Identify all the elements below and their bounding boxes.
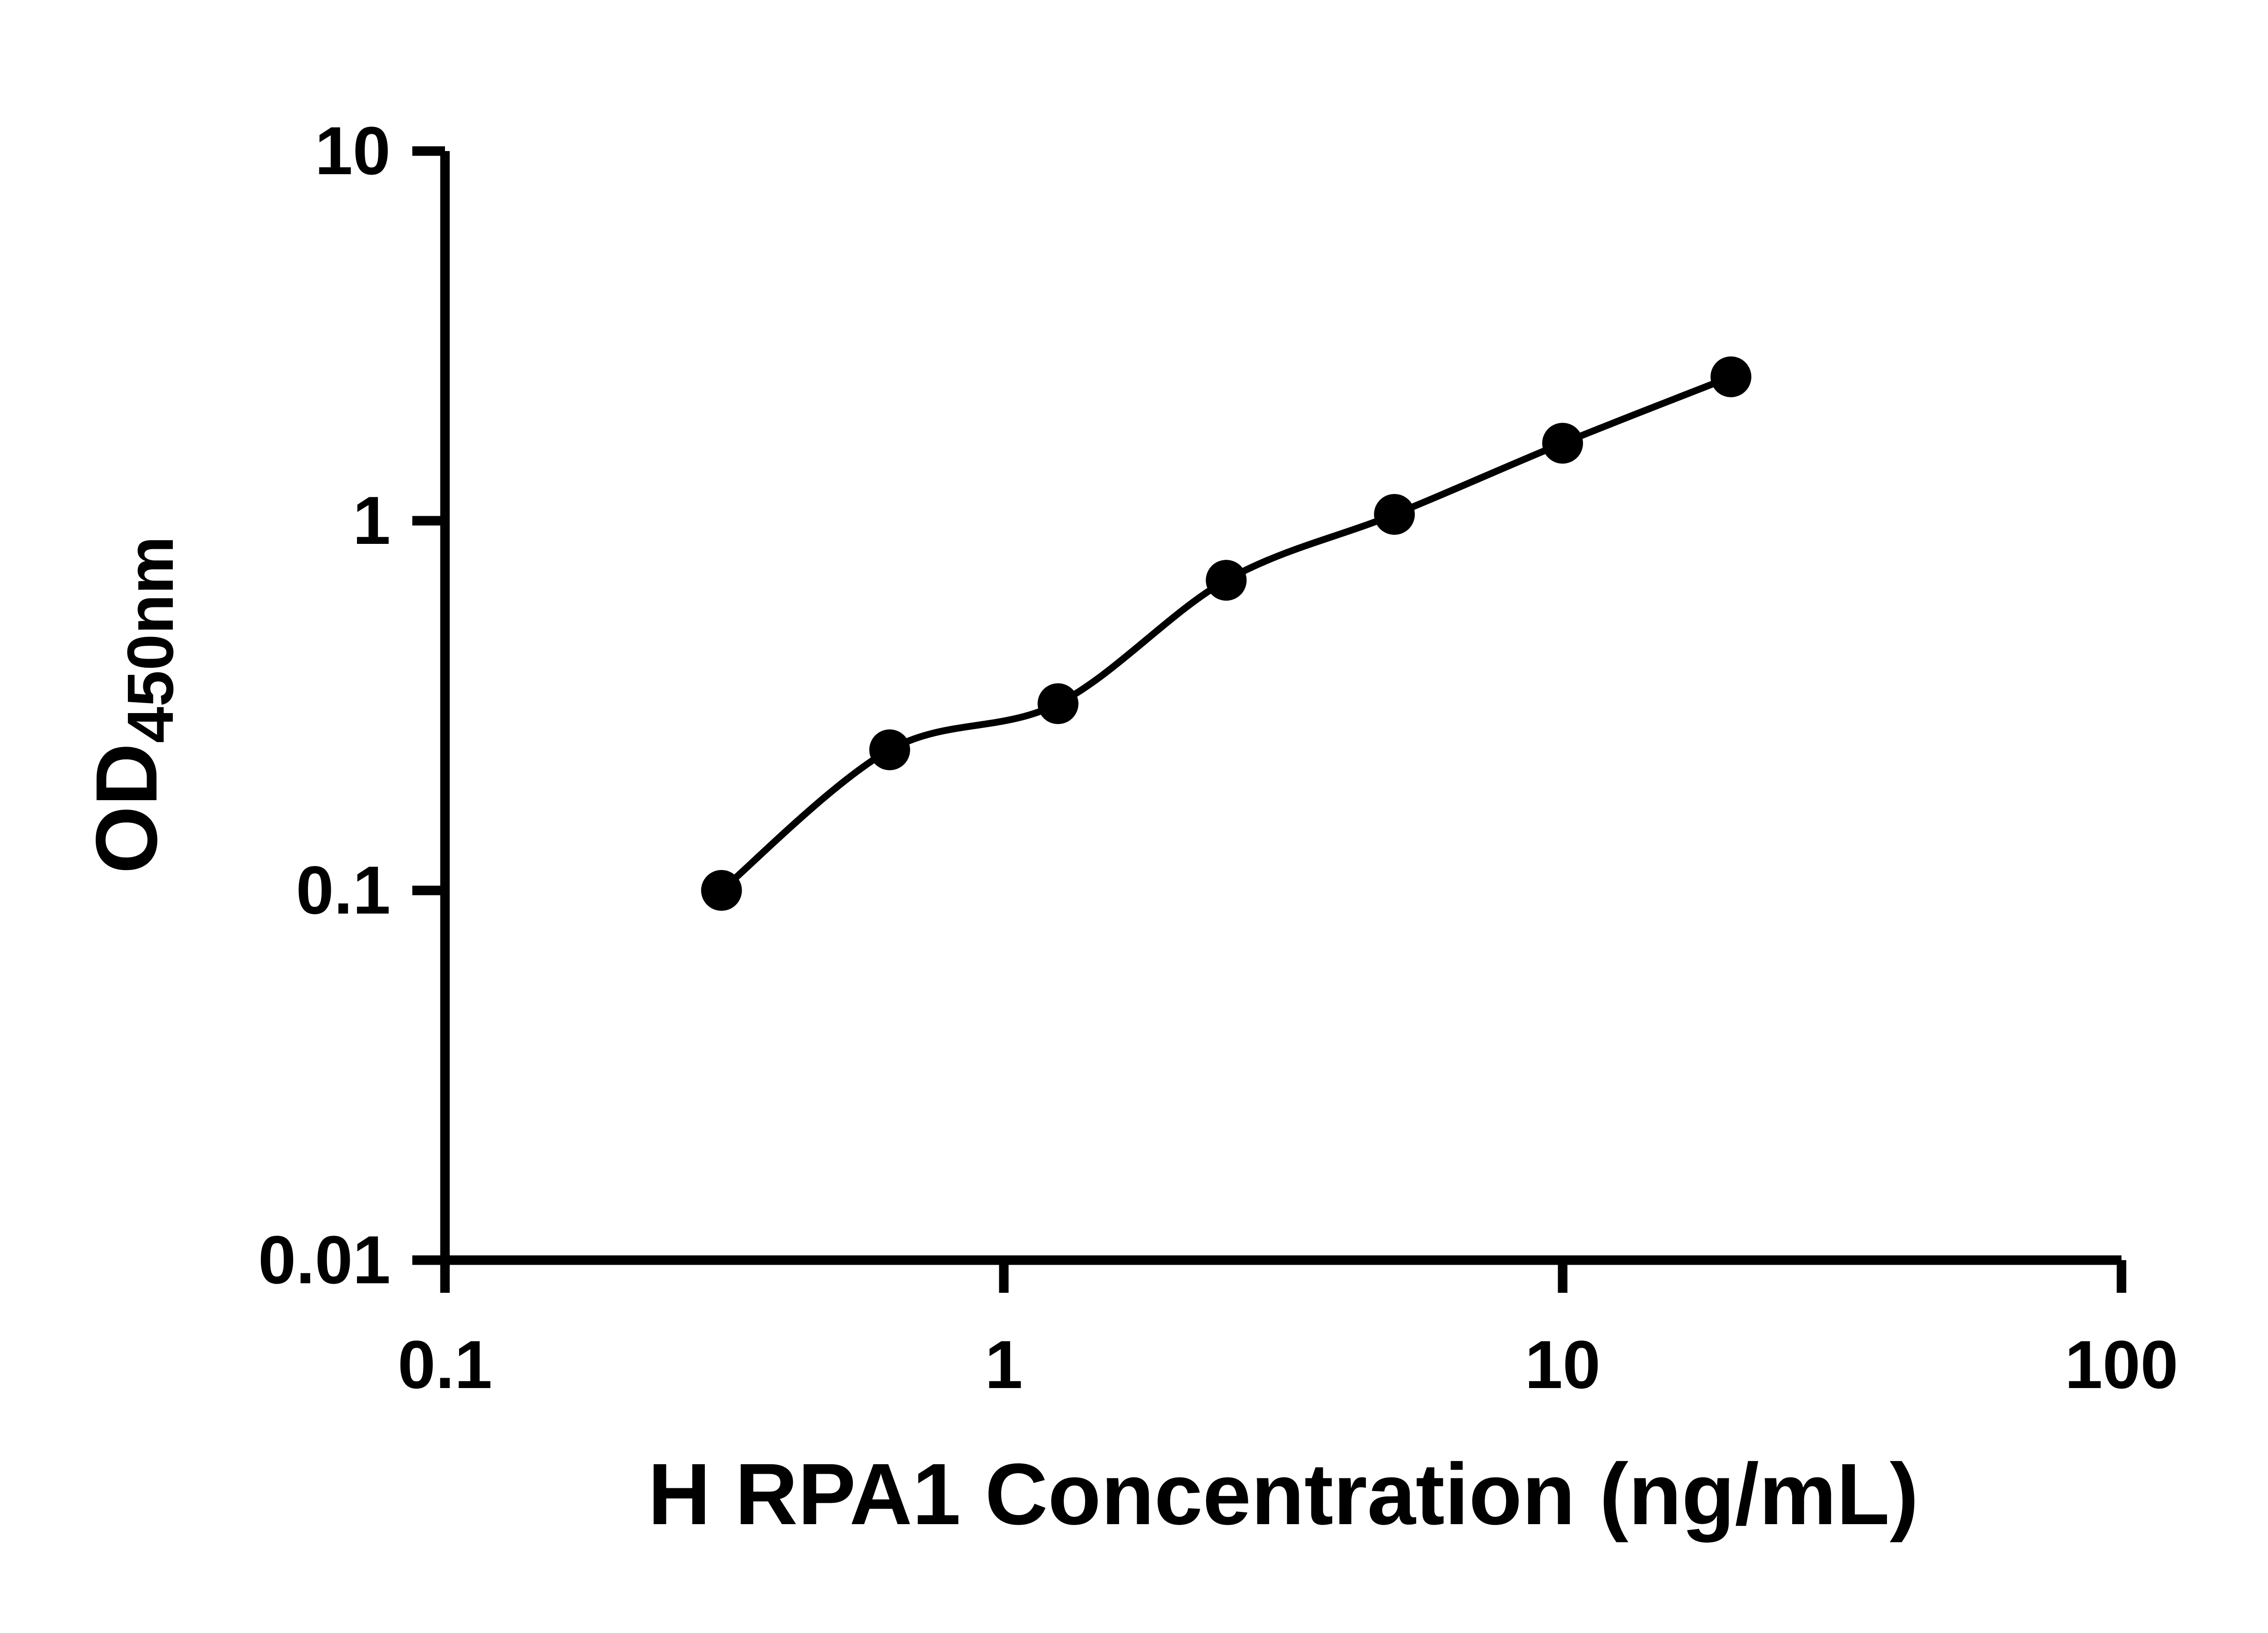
data-point xyxy=(1542,423,1583,464)
x-tick-label: 1 xyxy=(985,1326,1022,1403)
y-axis-title-base: OD xyxy=(78,743,175,874)
y-axis-title-subscript: 450nm xyxy=(114,536,187,743)
y-tick-label: 10 xyxy=(315,112,391,189)
data-point xyxy=(1374,494,1415,535)
y-tick-label: 1 xyxy=(353,482,391,558)
y-axis-title: OD450nm xyxy=(78,536,187,874)
x-tick-label: 10 xyxy=(1525,1326,1601,1403)
data-point xyxy=(1711,356,1751,397)
data-point xyxy=(1206,560,1247,601)
data-point xyxy=(869,729,910,770)
data-point xyxy=(1037,683,1079,724)
axis-lines xyxy=(440,151,2121,1265)
data-point xyxy=(701,870,742,911)
x-axis-title: H RPA1 Concentration (ng/mL) xyxy=(648,1445,1919,1543)
x-tick-label: 100 xyxy=(2065,1326,2178,1403)
y-tick-label: 0.1 xyxy=(296,852,391,928)
x-tick-label: 0.1 xyxy=(398,1326,493,1403)
y-tick-label: 0.01 xyxy=(258,1222,391,1298)
